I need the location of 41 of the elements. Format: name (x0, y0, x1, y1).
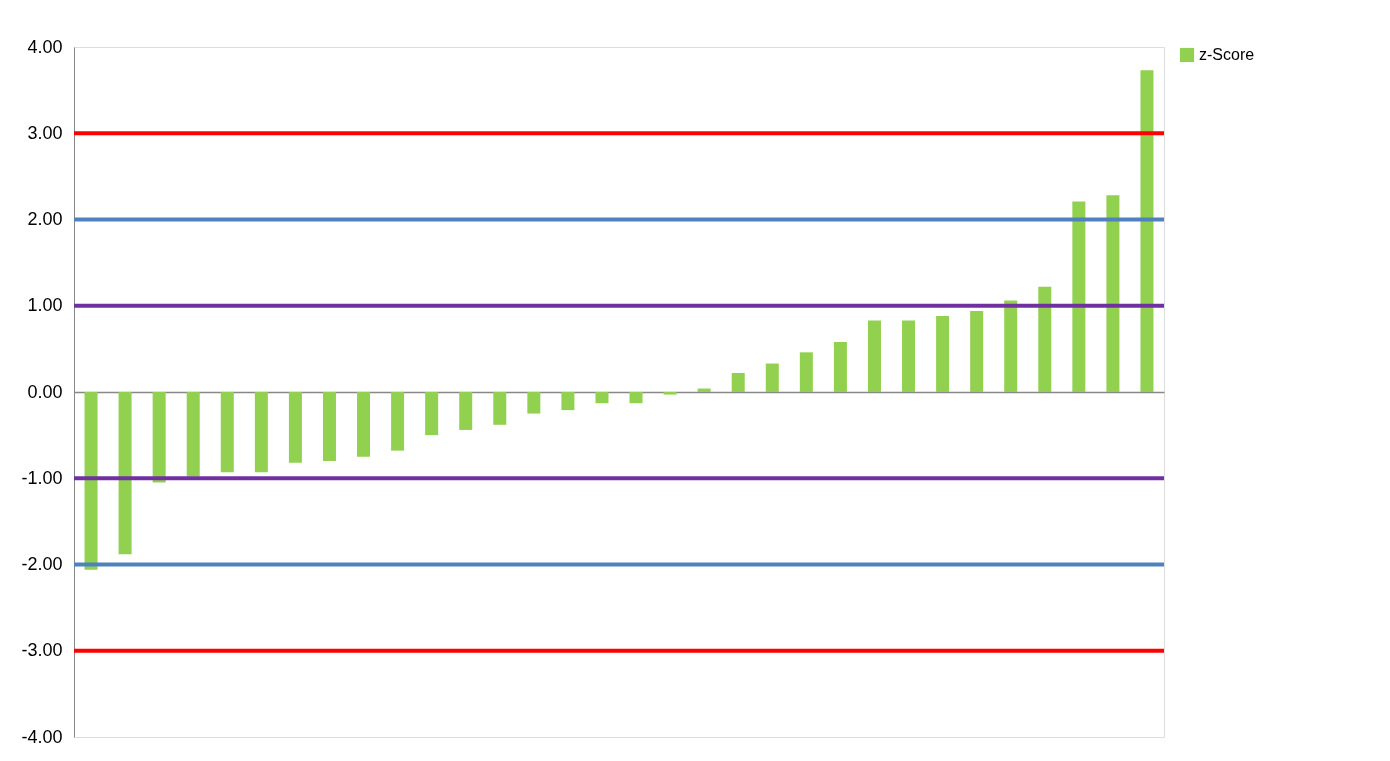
y-tick-label: -3.00 (21, 640, 63, 661)
bar (629, 392, 643, 404)
y-tick-label: 4.00 (27, 36, 63, 57)
y-tick-label: -4.00 (21, 726, 63, 747)
y-tick-label: 3.00 (27, 122, 63, 143)
y-tick-label: -2.00 (21, 554, 63, 574)
bar (1140, 70, 1154, 392)
y-tick-label: 0.00 (27, 381, 63, 402)
bar (561, 392, 575, 411)
bar (1106, 195, 1120, 392)
bar (595, 392, 609, 404)
bar (391, 392, 405, 451)
legend-label: z-Score (1199, 46, 1255, 63)
bar (867, 320, 881, 392)
bar (527, 392, 541, 414)
bar (254, 392, 268, 473)
bar (663, 392, 677, 395)
y-tick-label: 1.00 (27, 295, 63, 316)
bar (322, 392, 336, 461)
y-tick-label: 2.00 (27, 209, 63, 229)
bar (152, 392, 166, 483)
bar (731, 373, 745, 392)
bar (186, 392, 200, 477)
bar (1038, 286, 1052, 392)
bar (833, 341, 847, 392)
bar (220, 392, 234, 473)
bar (118, 392, 132, 555)
bar (799, 352, 813, 392)
bar (288, 392, 302, 463)
bar (902, 320, 916, 392)
bar (936, 316, 950, 392)
bar (425, 392, 439, 436)
bar (970, 310, 984, 392)
bar (765, 363, 779, 392)
bar (84, 392, 98, 570)
bar (1004, 300, 1018, 392)
bar (459, 392, 473, 430)
y-tick-label: -1.00 (21, 467, 63, 488)
bar (1072, 201, 1086, 392)
bar (357, 392, 371, 457)
bar (493, 392, 507, 425)
